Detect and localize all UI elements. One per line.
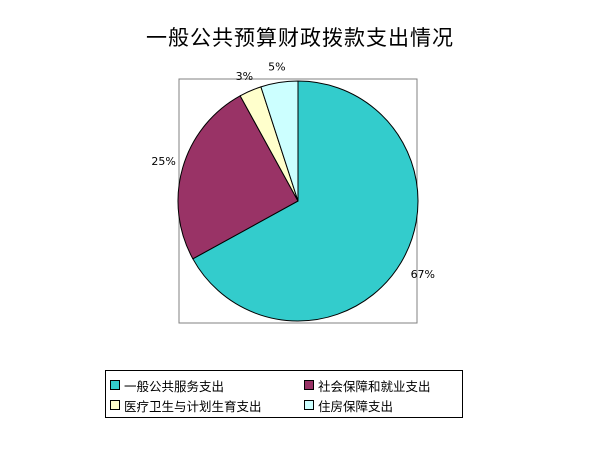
- legend-label: 一般公共服务支出: [124, 378, 225, 394]
- pie-slices: [177, 80, 419, 322]
- pie-data-labels: 67% 25% 3% 5%: [151, 61, 435, 281]
- legend: 一般公共服务支出 社会保障和就业支出 医疗卫生与计划生育支出 住房保障支出: [105, 370, 463, 418]
- pie-slice-housing-security: [260, 80, 299, 202]
- chart-title: 一般公共预算财政拨款支出情况: [146, 26, 454, 50]
- legend-swatch: [110, 400, 120, 410]
- pie-slice-general-public-services: [192, 80, 419, 322]
- data-label-medical-health-family-planning: 3%: [236, 70, 253, 83]
- legend-item-housing-security: 住房保障支出: [304, 396, 393, 414]
- legend-label: 住房保障支出: [318, 398, 394, 414]
- legend-swatch: [304, 400, 314, 410]
- data-label-social-security-employment: 25%: [151, 155, 175, 168]
- data-label-general-public-services: 67%: [411, 268, 435, 281]
- legend-label: 医疗卫生与计划生育支出: [124, 398, 262, 414]
- legend-swatch: [304, 380, 314, 390]
- legend-item-medical-health-family-planning: 医疗卫生与计划生育支出: [110, 396, 262, 414]
- legend-item-social-security-employment: 社会保障和就业支出: [304, 376, 431, 394]
- legend-label: 社会保障和就业支出: [318, 378, 431, 394]
- legend-item-general-public-services: 一般公共服务支出: [110, 376, 224, 394]
- legend-swatch: [110, 380, 120, 390]
- data-label-housing-security: 5%: [268, 61, 285, 74]
- pie-slice-social-security-employment: [177, 95, 299, 260]
